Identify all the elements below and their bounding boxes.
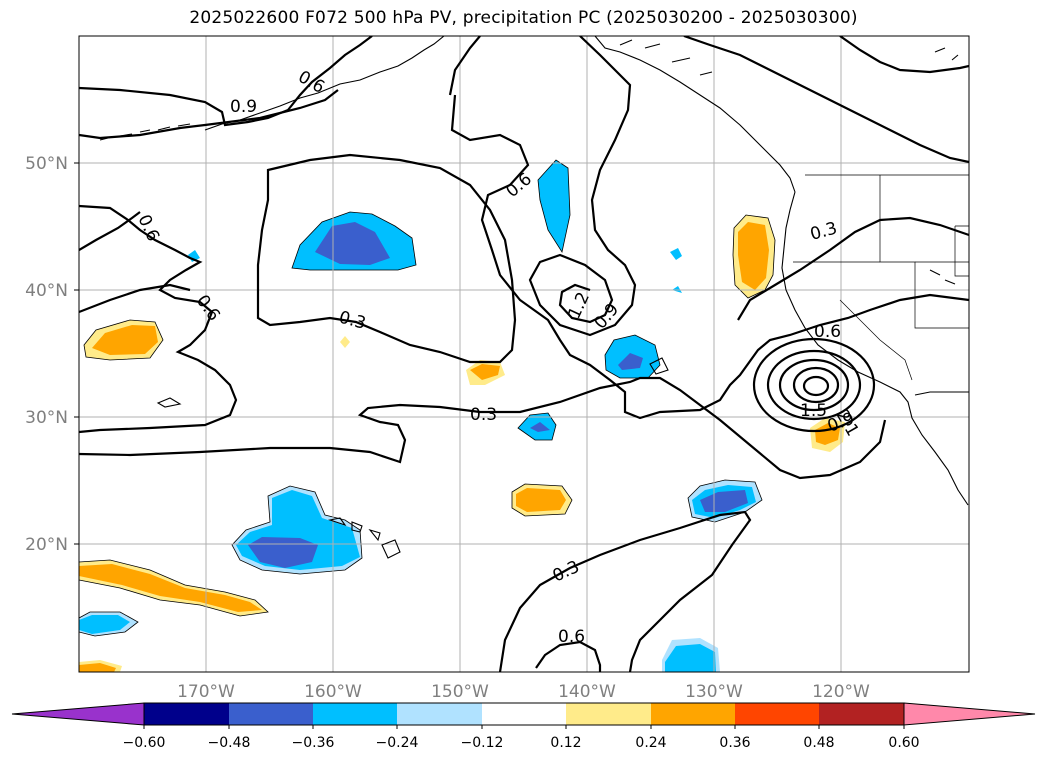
lon-axis: 170°W 160°W 150°W 140°W 130°W 120°W: [177, 682, 870, 702]
contour-label: 0.6: [295, 67, 328, 98]
colorbar-segment: [313, 703, 397, 725]
contour-label: 0.6: [502, 169, 536, 202]
lon-label: 120°W: [812, 682, 870, 702]
lon-label: 150°W: [431, 682, 489, 702]
colorbar-segment: [651, 703, 735, 725]
colorbar-segment: [482, 703, 566, 725]
colorbar-tick-label: −0.12: [461, 735, 504, 751]
colorbar-segment: [397, 703, 482, 725]
lon-label: 130°W: [685, 682, 743, 702]
contour-label: 0.6: [814, 322, 841, 342]
colorbar-extend-max: [903, 702, 1036, 726]
gridlines: [79, 36, 969, 672]
contour-label: 0.3: [550, 557, 583, 587]
contour-label: 0.3: [808, 219, 839, 245]
pv-contours: [79, 36, 969, 672]
colorbar-segment: [144, 703, 229, 725]
contour-label: 0.6: [192, 291, 224, 325]
colorbar: −0.60 −0.48 −0.36 −0.24 −0.12 0.12 0.24 …: [11, 702, 1036, 751]
map-area: 0.6 0.9 0.6 0.6 0.3 0.6 1.2 0.9 0.3 0.3 …: [79, 36, 969, 672]
lat-label: 30°N: [25, 408, 68, 428]
contour-label: 0.3: [470, 405, 497, 425]
map-title: 2025022600 F072 500 hPa PV, precipitatio…: [189, 8, 858, 28]
colorbar-tick-label: 0.48: [803, 735, 834, 751]
lat-axis: 50°N 40°N 30°N 20°N: [25, 154, 79, 555]
contour-label: 0.6: [133, 212, 163, 245]
contour-label: 1.5: [800, 401, 827, 421]
colorbar-tick-label: −0.60: [123, 735, 166, 751]
lat-label: 20°N: [25, 535, 68, 555]
borders: [793, 174, 969, 381]
lon-label: 160°W: [304, 682, 362, 702]
contour-label: 0.3: [337, 308, 368, 334]
colorbar-tick-label: 0.12: [550, 735, 581, 751]
colorbar-tick-label: −0.24: [376, 735, 419, 751]
colorbar-segment: [819, 703, 904, 725]
colorbar-segment: [566, 703, 651, 725]
map-frame: [78, 35, 970, 673]
colorbar-extend-min: [11, 702, 145, 726]
precip-outline-layer: [79, 159, 776, 637]
colorbar-tick-label: −0.48: [208, 735, 251, 751]
lat-label: 40°N: [25, 281, 68, 301]
colorbar-segment: [735, 703, 819, 725]
lon-label: 140°W: [558, 682, 616, 702]
contour-label: 0.9: [591, 300, 624, 334]
colorbar-tick-label: 0.60: [888, 735, 919, 751]
precip-fill-layer: [79, 160, 845, 672]
colorbar-tick-label: 0.36: [719, 735, 750, 751]
colorbar-tick-label: 0.24: [635, 735, 666, 751]
contour-label: 0.9: [230, 97, 257, 117]
lat-label: 50°N: [25, 154, 68, 174]
contour-label: 0.6: [558, 627, 585, 647]
colorbar-segment: [229, 703, 313, 725]
contour-label: 1.2: [564, 289, 594, 322]
colorbar-tick-label: −0.36: [292, 735, 335, 751]
lon-label: 170°W: [177, 682, 235, 702]
